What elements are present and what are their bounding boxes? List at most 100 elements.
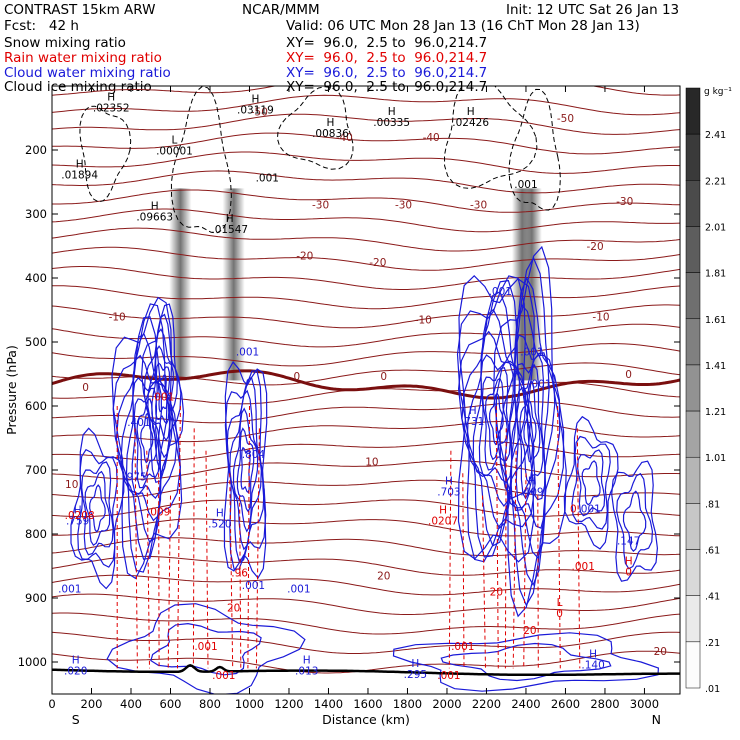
- north-label: N: [652, 712, 661, 727]
- cloud-water-contour: [147, 328, 178, 459]
- mixing-ratio-label: .731: [461, 416, 484, 428]
- colorbar-label: 2.01: [705, 222, 726, 233]
- x-tick-label: 1600: [353, 697, 382, 711]
- rain-water-contour: [247, 405, 250, 669]
- mixing-ratio-label: H: [72, 655, 80, 667]
- cloud-water-contour: [611, 460, 659, 582]
- x-tick-label: 0: [48, 697, 55, 711]
- rain-water-contour: [512, 450, 517, 669]
- mixing-ratio-label: H: [226, 213, 234, 225]
- temperature-label: 0: [625, 369, 632, 381]
- colorbar-segment: [685, 641, 701, 689]
- cloud-ice-contour: [443, 86, 538, 189]
- temperature-label: 20: [377, 571, 390, 583]
- mixing-ratio-label: 0: [625, 567, 632, 579]
- temperature-label: -10: [592, 311, 609, 323]
- isotherm-line: [52, 631, 680, 654]
- colorbar-label: .01: [705, 684, 720, 695]
- mixing-ratio-label: H: [76, 159, 84, 171]
- x-axis-label: Distance (km): [322, 712, 410, 727]
- rain-water-contour: [146, 450, 150, 669]
- cloud-water-contour: [510, 334, 550, 529]
- mixing-ratio-label: .804: [242, 449, 266, 461]
- x-tick-label: 2400: [511, 697, 540, 711]
- rain-water-contour: [134, 428, 138, 669]
- colorbar-segment: [685, 364, 701, 412]
- mixing-ratio-label: .975: [123, 471, 146, 483]
- isotherm-line: [52, 246, 680, 271]
- x-tick-label: 1800: [393, 697, 422, 711]
- mixing-ratio-label: .001: [514, 179, 537, 191]
- mixing-ratio-label: .00836: [312, 128, 349, 140]
- rain-water-contour: [462, 473, 465, 669]
- isotherm-line: [52, 113, 680, 135]
- x-tick-label: 800: [199, 697, 221, 711]
- temperature-label: -20: [296, 251, 313, 263]
- temperature-label: -50: [251, 107, 268, 119]
- cloud-water-contour: [577, 449, 606, 517]
- mixing-ratio-label: .01547: [211, 224, 248, 236]
- mixing-ratio-label: .001: [236, 347, 259, 359]
- mixing-ratio-label: .759: [66, 515, 89, 527]
- temperature-label: -30: [616, 196, 633, 208]
- temperature-label: -10: [415, 315, 432, 327]
- cloud-water-contour: [106, 603, 306, 694]
- mixing-ratio-label: 0: [556, 608, 563, 620]
- cloud-water-contour: [236, 427, 255, 513]
- rain-water-contour: [158, 473, 160, 669]
- temperature-label: -30: [395, 199, 412, 211]
- colorbar-segment: [685, 410, 701, 458]
- cloud-water-contour: [456, 275, 536, 563]
- field-snow-name: Snow mixing ratio: [4, 35, 126, 51]
- isotherm-line: [52, 499, 680, 518]
- x-tick-label: 1200: [274, 697, 303, 711]
- colorbar-label: 1.41: [705, 361, 726, 372]
- colorbar-label: 1.21: [705, 407, 726, 418]
- cloud-water-contour: [563, 415, 619, 550]
- colorbar-segment: [685, 549, 701, 596]
- mixing-ratio-label: .009: [147, 507, 170, 519]
- cloud-water-contour: [571, 435, 611, 530]
- isotherm-line: [52, 460, 680, 480]
- cloud-water-contour: [111, 296, 183, 580]
- mixing-ratio-label: 20: [490, 587, 503, 599]
- rain-water-contour: [239, 495, 242, 669]
- cloud-water-contour: [622, 490, 647, 552]
- mixing-ratio-label: H: [303, 655, 311, 667]
- snow-column-shade: [169, 188, 192, 381]
- field-cloudwater-name: Cloud water mixing ratio: [4, 65, 171, 81]
- colorbar-segment: [685, 226, 701, 273]
- y-axis-label: Pressure (hPa): [4, 345, 19, 435]
- colorbar-label: .41: [705, 592, 720, 603]
- mixing-ratio-label: .001: [242, 580, 265, 592]
- snow-column-shade: [521, 188, 542, 381]
- mixing-ratio-label: H: [528, 476, 536, 488]
- x-tick-label: 1400: [314, 697, 343, 711]
- rain-water-contour: [495, 405, 499, 669]
- temperature-label: -20: [587, 241, 604, 253]
- mixing-ratio-label: H: [445, 476, 453, 488]
- cloud-water-contour: [240, 446, 251, 494]
- cloud-water-contour: [499, 277, 561, 587]
- isotherm-line: [52, 342, 680, 367]
- colorbar-segment: [685, 87, 701, 135]
- mixing-ratio-label: .001: [437, 670, 460, 682]
- y-tick-label: 800: [25, 527, 47, 541]
- cloud-water-contour: [519, 379, 541, 484]
- cloud-water-contour: [140, 412, 154, 464]
- y-tick-label: 900: [25, 591, 47, 605]
- colorbar-segment: [685, 318, 701, 366]
- rain-water-contour: [576, 428, 581, 669]
- mixing-ratio-label: H: [326, 117, 334, 129]
- colorbar-segment: [685, 595, 701, 643]
- colorbar-segment: [685, 272, 701, 320]
- colorbar-segment: [685, 180, 701, 227]
- field-rain-xy: XY= 96.0, 2.5 to 96.0,214.7: [286, 50, 488, 66]
- mixing-ratio-label: .0208: [65, 510, 95, 522]
- y-tick-label: 200: [25, 143, 47, 157]
- mixing-ratio-label: H: [469, 405, 477, 417]
- cloud-water-contour: [155, 362, 171, 425]
- temperature-label: -40: [423, 132, 440, 144]
- temperature-label: -20: [369, 257, 386, 269]
- header-org: NCAR/MMM: [242, 2, 320, 18]
